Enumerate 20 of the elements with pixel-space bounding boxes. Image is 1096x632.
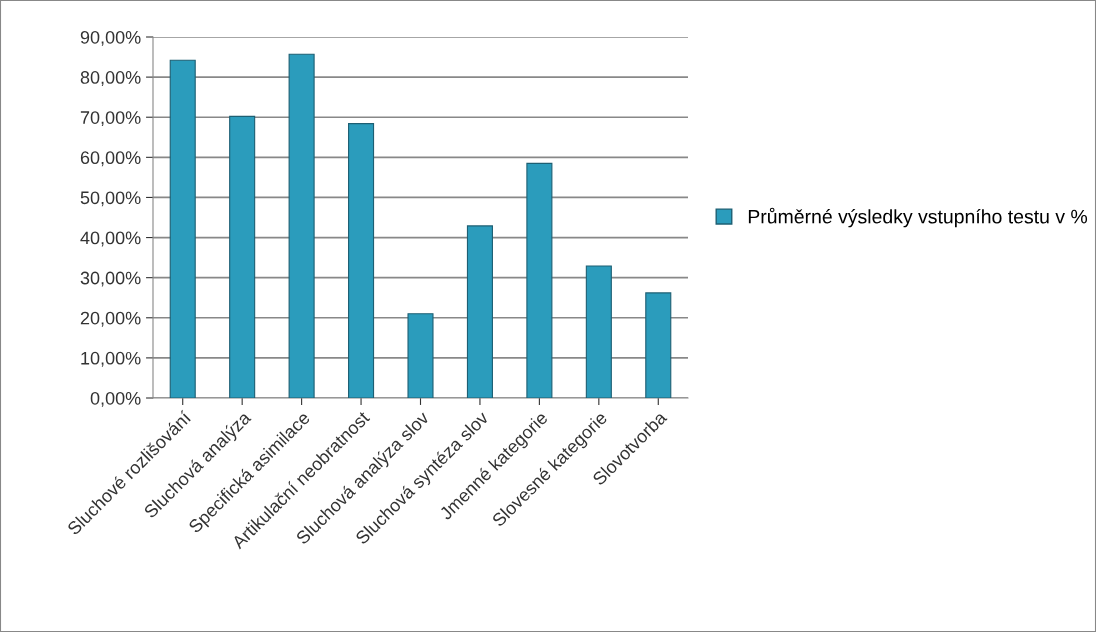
bar: [288, 53, 315, 398]
bar: [645, 292, 672, 398]
y-tick-label: 20,00%: [80, 311, 141, 327]
y-tick-label: 50,00%: [80, 191, 141, 207]
legend-label: Průměrné výsledky vstupního testu v %: [748, 207, 1088, 228]
y-tick-label: 90,00%: [80, 30, 141, 46]
y-tick-label: 30,00%: [80, 271, 141, 287]
bar: [348, 123, 375, 398]
y-tick-label: 0,00%: [90, 391, 141, 407]
bar: [585, 265, 612, 398]
y-tick-label: 10,00%: [81, 351, 141, 367]
bar: [229, 115, 256, 398]
y-tick-label: 80,00%: [80, 71, 141, 86]
y-tick-label: 60,00%: [80, 151, 141, 167]
y-tick-label: 40,00%: [80, 231, 141, 247]
bar: [169, 59, 196, 398]
bar: [526, 162, 553, 398]
bar: [407, 313, 434, 398]
bar: [466, 225, 493, 398]
y-tick-label: 70,00%: [80, 111, 141, 127]
